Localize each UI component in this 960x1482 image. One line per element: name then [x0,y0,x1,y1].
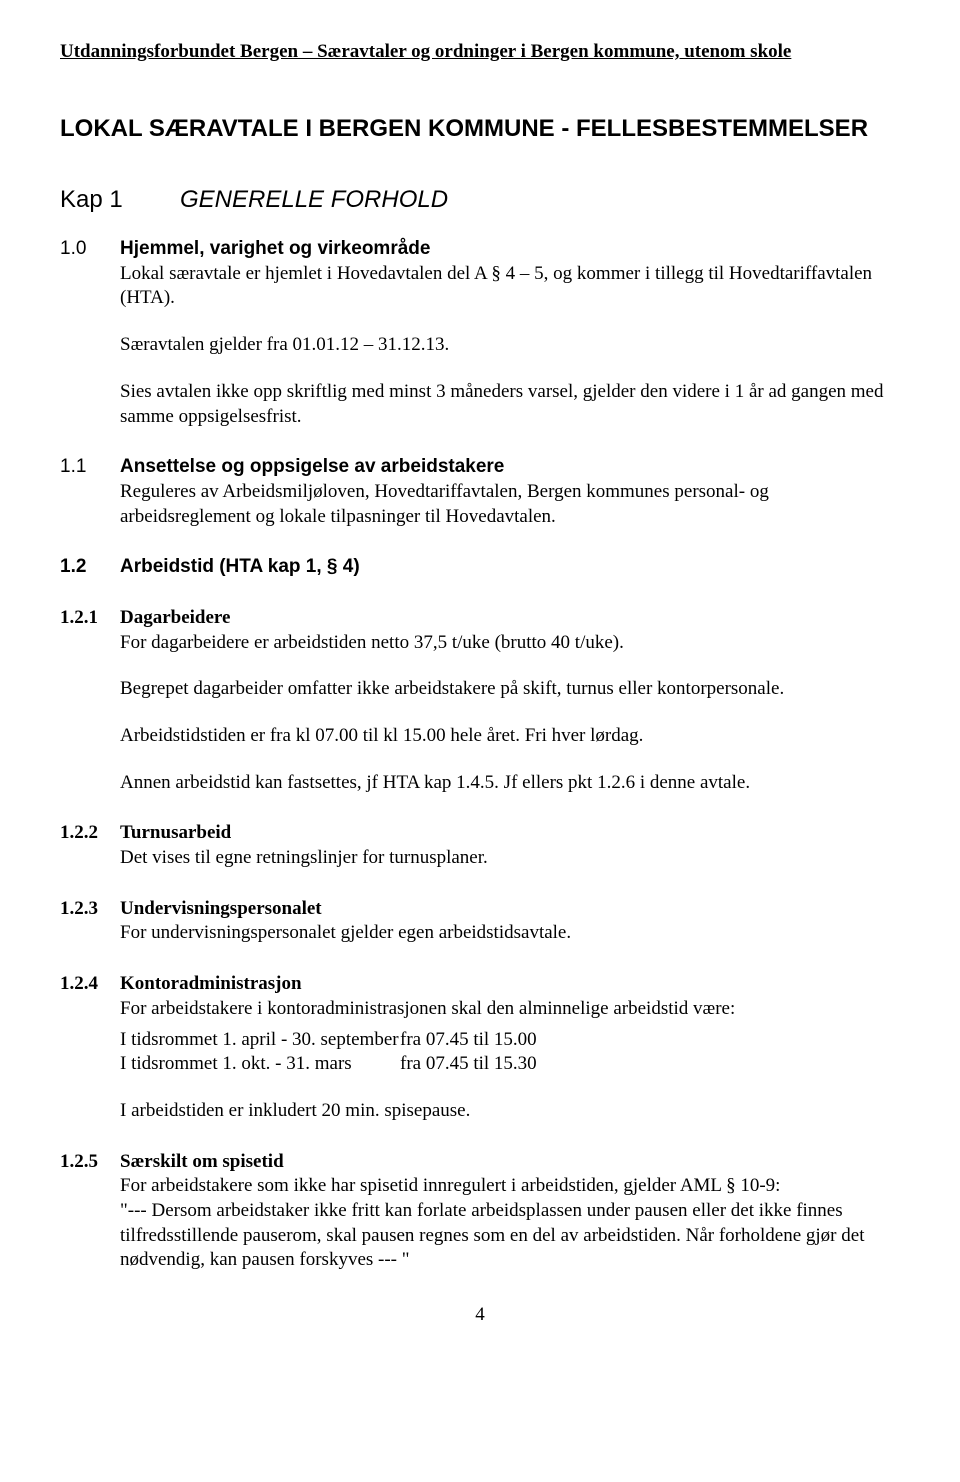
section-number: 1.2.3 [60,897,120,946]
section-1-0: 1.0 Hjemmel, varighet og virkeområde Lok… [60,237,900,429]
paragraph: Sies avtalen ikke opp skriftlig med mins… [120,380,900,429]
section-title: Arbeidstid (HTA kap 1, § 4) [120,555,900,580]
chapter-label: Kap 1 [60,184,180,215]
schedule-hours: fra 07.45 til 15.30 [400,1053,537,1074]
section-title: Undervisningspersonalet [120,897,900,922]
schedule-period: I tidsrommet 1. april - 30. september [120,1028,400,1053]
section-number: 1.1 [60,455,120,529]
section-title: Dagarbeidere [120,606,900,631]
section-number: 1.2.5 [60,1150,120,1273]
section-1-2-3: 1.2.3 Undervisningspersonalet For underv… [60,897,900,946]
paragraph: I arbeidstiden er inkludert 20 min. spis… [120,1099,900,1124]
paragraph: For dagarbeidere er arbeidstiden netto 3… [120,631,900,656]
paragraph: Begrepet dagarbeider omfatter ikke arbei… [120,677,900,702]
paragraph: Særavtalen gjelder fra 01.01.12 – 31.12.… [120,333,900,358]
section-title: Turnusarbeid [120,821,900,846]
section-1-2-4: 1.2.4 Kontoradministrasjon For arbeidsta… [60,972,900,1123]
section-1-1: 1.1 Ansettelse og oppsigelse av arbeidst… [60,455,900,529]
schedule-row: I tidsrommet 1. okt. - 31. marsfra 07.45… [120,1052,900,1077]
schedule-period: I tidsrommet 1. okt. - 31. mars [120,1052,400,1077]
paragraph: For undervisningspersonalet gjelder egen… [120,921,900,946]
page-header: Utdanningsforbundet Bergen – Særavtaler … [60,40,900,65]
paragraph: For arbeidstakere i kontoradministrasjon… [120,997,900,1022]
section-title: Ansettelse og oppsigelse av arbeidstaker… [120,455,900,480]
section-number: 1.0 [60,237,120,429]
paragraph: Det vises til egne retningslinjer for tu… [120,846,900,871]
section-1-2-2: 1.2.2 Turnusarbeid Det vises til egne re… [60,821,900,870]
main-title: LOKAL SÆRAVTALE I BERGEN KOMMUNE - FELLE… [60,113,900,144]
paragraph: Lokal særavtale er hjemlet i Hovedavtale… [120,262,900,311]
page-number: 4 [60,1303,900,1328]
section-1-2-1: 1.2.1 Dagarbeidere For dagarbeidere er a… [60,606,900,817]
schedule-hours: fra 07.45 til 15.00 [400,1029,537,1050]
section-1-2: 1.2 Arbeidstid (HTA kap 1, § 4) [60,555,900,580]
section-number: 1.2 [60,555,120,580]
paragraph: For arbeidstakere som ikke har spisetid … [120,1174,900,1199]
paragraph: Arbeidstidstiden er fra kl 07.00 til kl … [120,724,900,749]
paragraph: Reguleres av Arbeidsmiljøloven, Hovedtar… [120,480,900,529]
section-number: 1.2.4 [60,972,120,1123]
section-title: Særskilt om spisetid [120,1150,900,1175]
section-title: Kontoradministrasjon [120,972,900,997]
section-number: 1.2.2 [60,821,120,870]
section-1-2-5: 1.2.5 Særskilt om spisetid For arbeidsta… [60,1150,900,1273]
schedule-row: I tidsrommet 1. april - 30. septemberfra… [120,1028,900,1053]
paragraph: Annen arbeidstid kan fastsettes, jf HTA … [120,771,900,796]
chapter-row: Kap 1 GENERELLE FORHOLD [60,184,900,215]
paragraph: "--- Dersom arbeidstaker ikke fritt kan … [120,1199,900,1273]
chapter-title: GENERELLE FORHOLD [180,184,448,215]
section-title: Hjemmel, varighet og virkeområde [120,237,900,262]
section-number: 1.2.1 [60,606,120,817]
